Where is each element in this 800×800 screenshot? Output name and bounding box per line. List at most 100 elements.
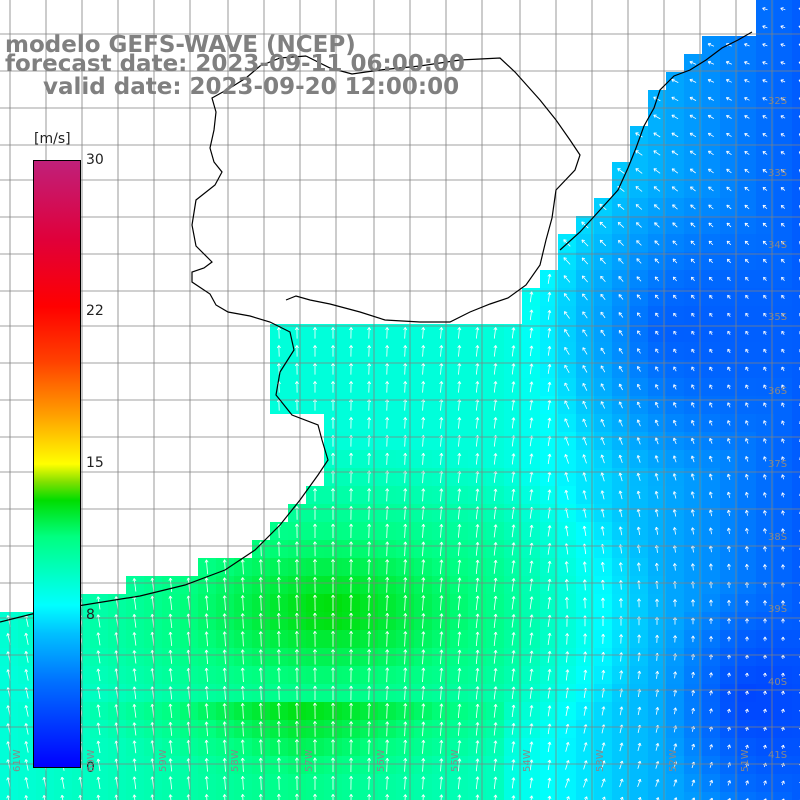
wind-arrow-head xyxy=(691,384,695,387)
wind-arrow-head xyxy=(671,132,674,136)
wind-arrow-head xyxy=(600,597,604,601)
wind-arrow xyxy=(746,528,748,534)
wind-arrow xyxy=(547,471,551,483)
wind-arrow-head xyxy=(349,739,352,743)
wind-arrow-head xyxy=(513,327,516,331)
wind-arrow-head xyxy=(24,705,27,709)
wind-arrow-head xyxy=(114,776,117,780)
wind-arrow-head xyxy=(547,669,551,672)
wind-arrow-head xyxy=(350,541,354,545)
wind-arrow xyxy=(780,187,786,191)
wind-arrow-head xyxy=(637,472,641,476)
wind-arrow-head xyxy=(744,151,747,155)
wind-speed-cell xyxy=(756,792,774,800)
wind-arrow-head xyxy=(439,488,442,492)
wind-arrow-head xyxy=(547,543,551,546)
wind-arrow-head xyxy=(586,778,588,782)
wind-arrow-head xyxy=(133,668,137,672)
wind-arrow-head xyxy=(531,795,534,799)
wind-arrow-head xyxy=(511,704,515,708)
wind-arrow-head xyxy=(96,722,99,726)
wind-arrow xyxy=(386,506,388,520)
wind-arrow-head xyxy=(204,758,207,762)
wind-arrow-head xyxy=(745,654,748,658)
wind-arrow-head xyxy=(423,524,426,527)
wind-arrow-head xyxy=(727,563,730,567)
wind-arrow-head xyxy=(332,452,335,456)
wind-arrow-head xyxy=(206,739,209,743)
wind-arrow xyxy=(61,795,64,800)
wind-arrow-head xyxy=(296,739,299,743)
wind-arrow-head xyxy=(744,187,747,191)
wind-arrow-head xyxy=(513,596,516,600)
wind-arrow-head xyxy=(350,452,354,456)
wind-arrow-head xyxy=(640,779,642,783)
wind-arrow xyxy=(133,632,137,646)
wind-speed-cell xyxy=(774,792,792,800)
wind-arrow-head xyxy=(475,488,479,492)
wind-arrow xyxy=(674,671,676,679)
wind-arrow xyxy=(582,383,588,391)
wind-arrow-head xyxy=(150,740,153,744)
wind-arrow xyxy=(563,293,571,301)
wind-arrow-head xyxy=(296,612,299,616)
wind-arrow xyxy=(133,686,137,700)
wind-arrow-head xyxy=(42,777,45,781)
wind-arrow xyxy=(583,454,587,464)
wind-arrow xyxy=(169,668,173,682)
wind-arrow-head xyxy=(493,722,497,726)
wind-arrow-head xyxy=(746,654,749,658)
wind-arrow-head xyxy=(186,631,189,635)
wind-arrow-head xyxy=(405,488,408,492)
wind-arrow-head xyxy=(563,275,568,277)
wind-arrow xyxy=(762,151,768,155)
colorbar-tick-22: 22 xyxy=(86,303,104,319)
wind-arrow-head xyxy=(781,474,783,478)
wind-arrow xyxy=(566,561,568,573)
wind-arrow xyxy=(671,114,679,120)
wind-arrow xyxy=(547,435,551,447)
wind-arrow-head xyxy=(529,542,533,546)
wind-arrow-head xyxy=(459,758,462,762)
wind-arrow xyxy=(691,491,695,499)
wind-arrow-head xyxy=(457,506,460,510)
wind-arrow-head xyxy=(477,417,480,421)
wind-arrow-head xyxy=(421,541,424,545)
wind-arrow-head xyxy=(475,703,479,707)
wind-arrow xyxy=(762,7,768,11)
wind-arrow-head xyxy=(475,776,479,780)
wind-arrow-head xyxy=(313,345,316,349)
wind-arrow xyxy=(673,384,677,390)
wind-arrow xyxy=(655,527,659,535)
wind-arrow-head xyxy=(564,472,566,476)
wind-arrow xyxy=(151,722,155,736)
wind-arrow-head xyxy=(762,7,766,9)
wind-arrow-head xyxy=(583,724,587,727)
wind-arrow-head xyxy=(655,779,659,782)
wind-arrow-head xyxy=(477,577,480,581)
wind-arrow-head xyxy=(513,345,516,349)
wind-arrow-head xyxy=(673,635,676,639)
wind-arrow xyxy=(563,257,571,265)
wind-arrow-head xyxy=(781,726,784,730)
wind-arrow xyxy=(242,739,244,755)
wind-arrow xyxy=(422,524,424,538)
wind-arrow-head xyxy=(421,649,424,653)
wind-arrow xyxy=(224,703,226,719)
wind-arrow-head xyxy=(493,704,497,707)
wind-arrow-head xyxy=(204,649,207,653)
wind-arrow-head xyxy=(781,456,783,460)
wind-arrow xyxy=(547,507,551,519)
wind-arrow xyxy=(440,453,442,465)
wind-arrow xyxy=(386,739,388,755)
wind-arrow-head xyxy=(764,636,767,640)
wind-arrow xyxy=(440,524,442,538)
wind-arrow-head xyxy=(638,598,641,602)
wind-arrow-head xyxy=(132,686,135,690)
wind-arrow-head xyxy=(169,721,173,725)
wind-arrow xyxy=(547,310,551,320)
wind-arrow-head xyxy=(708,204,710,209)
wind-arrow-head xyxy=(421,327,424,331)
wind-arrow-head xyxy=(565,705,569,709)
wind-arrow-head xyxy=(222,667,225,671)
